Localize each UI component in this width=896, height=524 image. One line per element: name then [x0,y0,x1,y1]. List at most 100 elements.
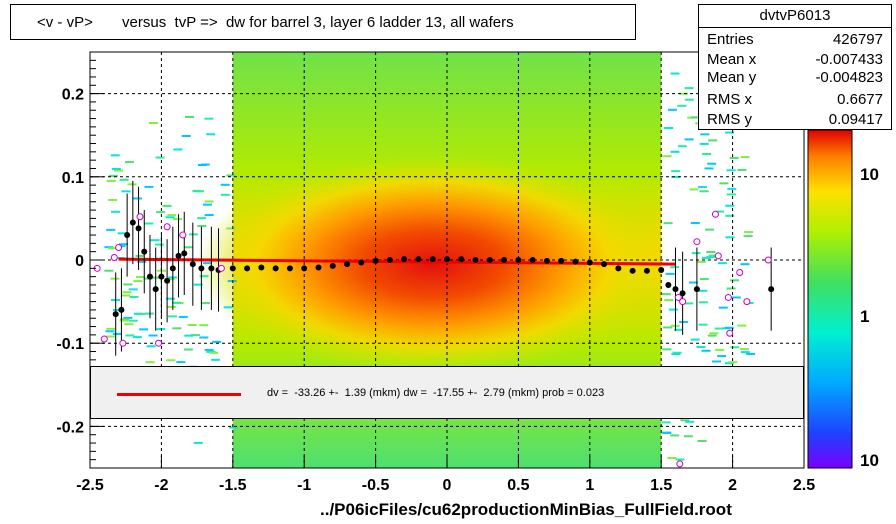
profile-point [429,256,436,263]
heatmap-cell [148,122,158,125]
palette-tick-label: 1 [860,307,869,326]
heatmap-cell [113,309,123,312]
heatmap-cell [744,231,754,234]
profile-point [615,265,622,272]
profile-point-open [115,244,123,252]
heatmap-cell [724,326,734,329]
heatmap-cell [193,283,203,286]
profile-point [372,257,379,264]
heatmap-cell [106,179,116,182]
heatmap-cell [717,355,727,358]
profile-point [329,262,336,269]
y-tick-label: 0 [75,253,84,270]
heatmap-cell [715,348,725,351]
heatmap-cell [183,246,193,249]
y-tick-label: 0.2 [62,87,84,104]
heatmap-cell [670,72,680,75]
heatmap-cell [731,296,741,299]
heatmap-cell [119,178,129,181]
profile-point [643,267,650,274]
heatmap-cell [707,162,717,165]
profile-point [515,257,522,263]
heatmap-cell [135,276,145,279]
heatmap-cell [740,351,750,354]
heatmap-cell [108,198,118,201]
heatmap-cell [187,324,197,327]
profile-point-open [155,339,163,347]
heatmap-cell [691,116,701,119]
profile-point [586,259,593,266]
heatmap-cell [662,348,672,351]
heatmap-cell [717,262,727,265]
profile-point-open [676,460,684,468]
heatmap-cell [727,187,737,190]
profile-point [572,258,579,265]
heatmap-cell [209,351,219,354]
heatmap-cell [670,266,680,269]
heatmap-cell [707,334,717,337]
heatmap-cell [145,361,155,364]
heatmap-cell [689,188,699,191]
heatmap-cell [204,200,214,203]
y-tick-label: -0.2 [56,419,84,436]
profile-point [135,225,142,232]
heatmap-cell [111,167,121,170]
heatmap-cell [662,431,672,434]
heatmap-cell [715,210,725,213]
stats-row-mean-x: Mean x -0.007433 [707,51,883,71]
heatmap-cell [172,327,182,330]
heatmap-cell [123,316,133,319]
stats-value: -0.007433 [815,51,883,68]
heatmap-cell [220,193,230,196]
heatmap-cell [700,133,710,136]
x-tick-label: 2.5 [793,477,815,494]
profile-point [601,261,608,268]
heatmap-cell [699,190,709,193]
heatmap-cell [671,170,681,173]
profile-point-open [110,254,118,262]
heatmap-cell [683,435,693,438]
profile-point [301,265,308,272]
profile-point [543,257,550,264]
profile-point [229,265,236,272]
profile-point [629,267,636,274]
heatmap-cell [680,419,690,422]
heatmap-cell [712,360,722,363]
profile-point [315,264,322,271]
profile-point [529,257,536,263]
heatmap-cell [664,299,674,302]
heatmap-cell [155,156,165,159]
stats-label: RMS x [707,91,752,108]
heatmap-cell [110,277,120,280]
heatmap-cell [675,458,685,461]
heatmap-cell [670,434,680,437]
heatmap-cell [128,288,138,291]
stats-name: dvtvP6013 [699,7,891,28]
profile-point [501,257,508,263]
heatmap-cell [127,183,137,186]
heatmap-cell [726,287,736,290]
heatmap-cell [133,280,143,283]
palette-bar [808,130,852,468]
profile-point-open [724,293,732,301]
heatmap-cell [699,142,709,145]
heatmap-cell [697,439,707,442]
heatmap-cell [125,334,135,337]
heatmap-cell [181,135,191,138]
heatmap-cell [173,218,183,221]
axes: -2.5 -2 -1.5 -1 -0.5 0 0.5 1 1.5 2 2.5 -0.2 -0.1 0 0.1… [56,51,815,494]
heatmap-cell [166,359,176,362]
heatmap-cell [674,328,684,331]
heatmap-core [197,154,669,375]
profile-point [672,286,679,293]
profile-point [386,257,393,263]
heatmap-cell [708,254,718,257]
profile-point [124,232,131,239]
stats-value: 0.6677 [837,91,883,108]
profile-point [258,264,265,271]
profile-point [164,277,171,284]
heatmap-cell [105,330,115,333]
heatmap-cell [178,315,188,318]
heatmap-cell [168,315,178,318]
heatmap-cell [129,295,139,298]
